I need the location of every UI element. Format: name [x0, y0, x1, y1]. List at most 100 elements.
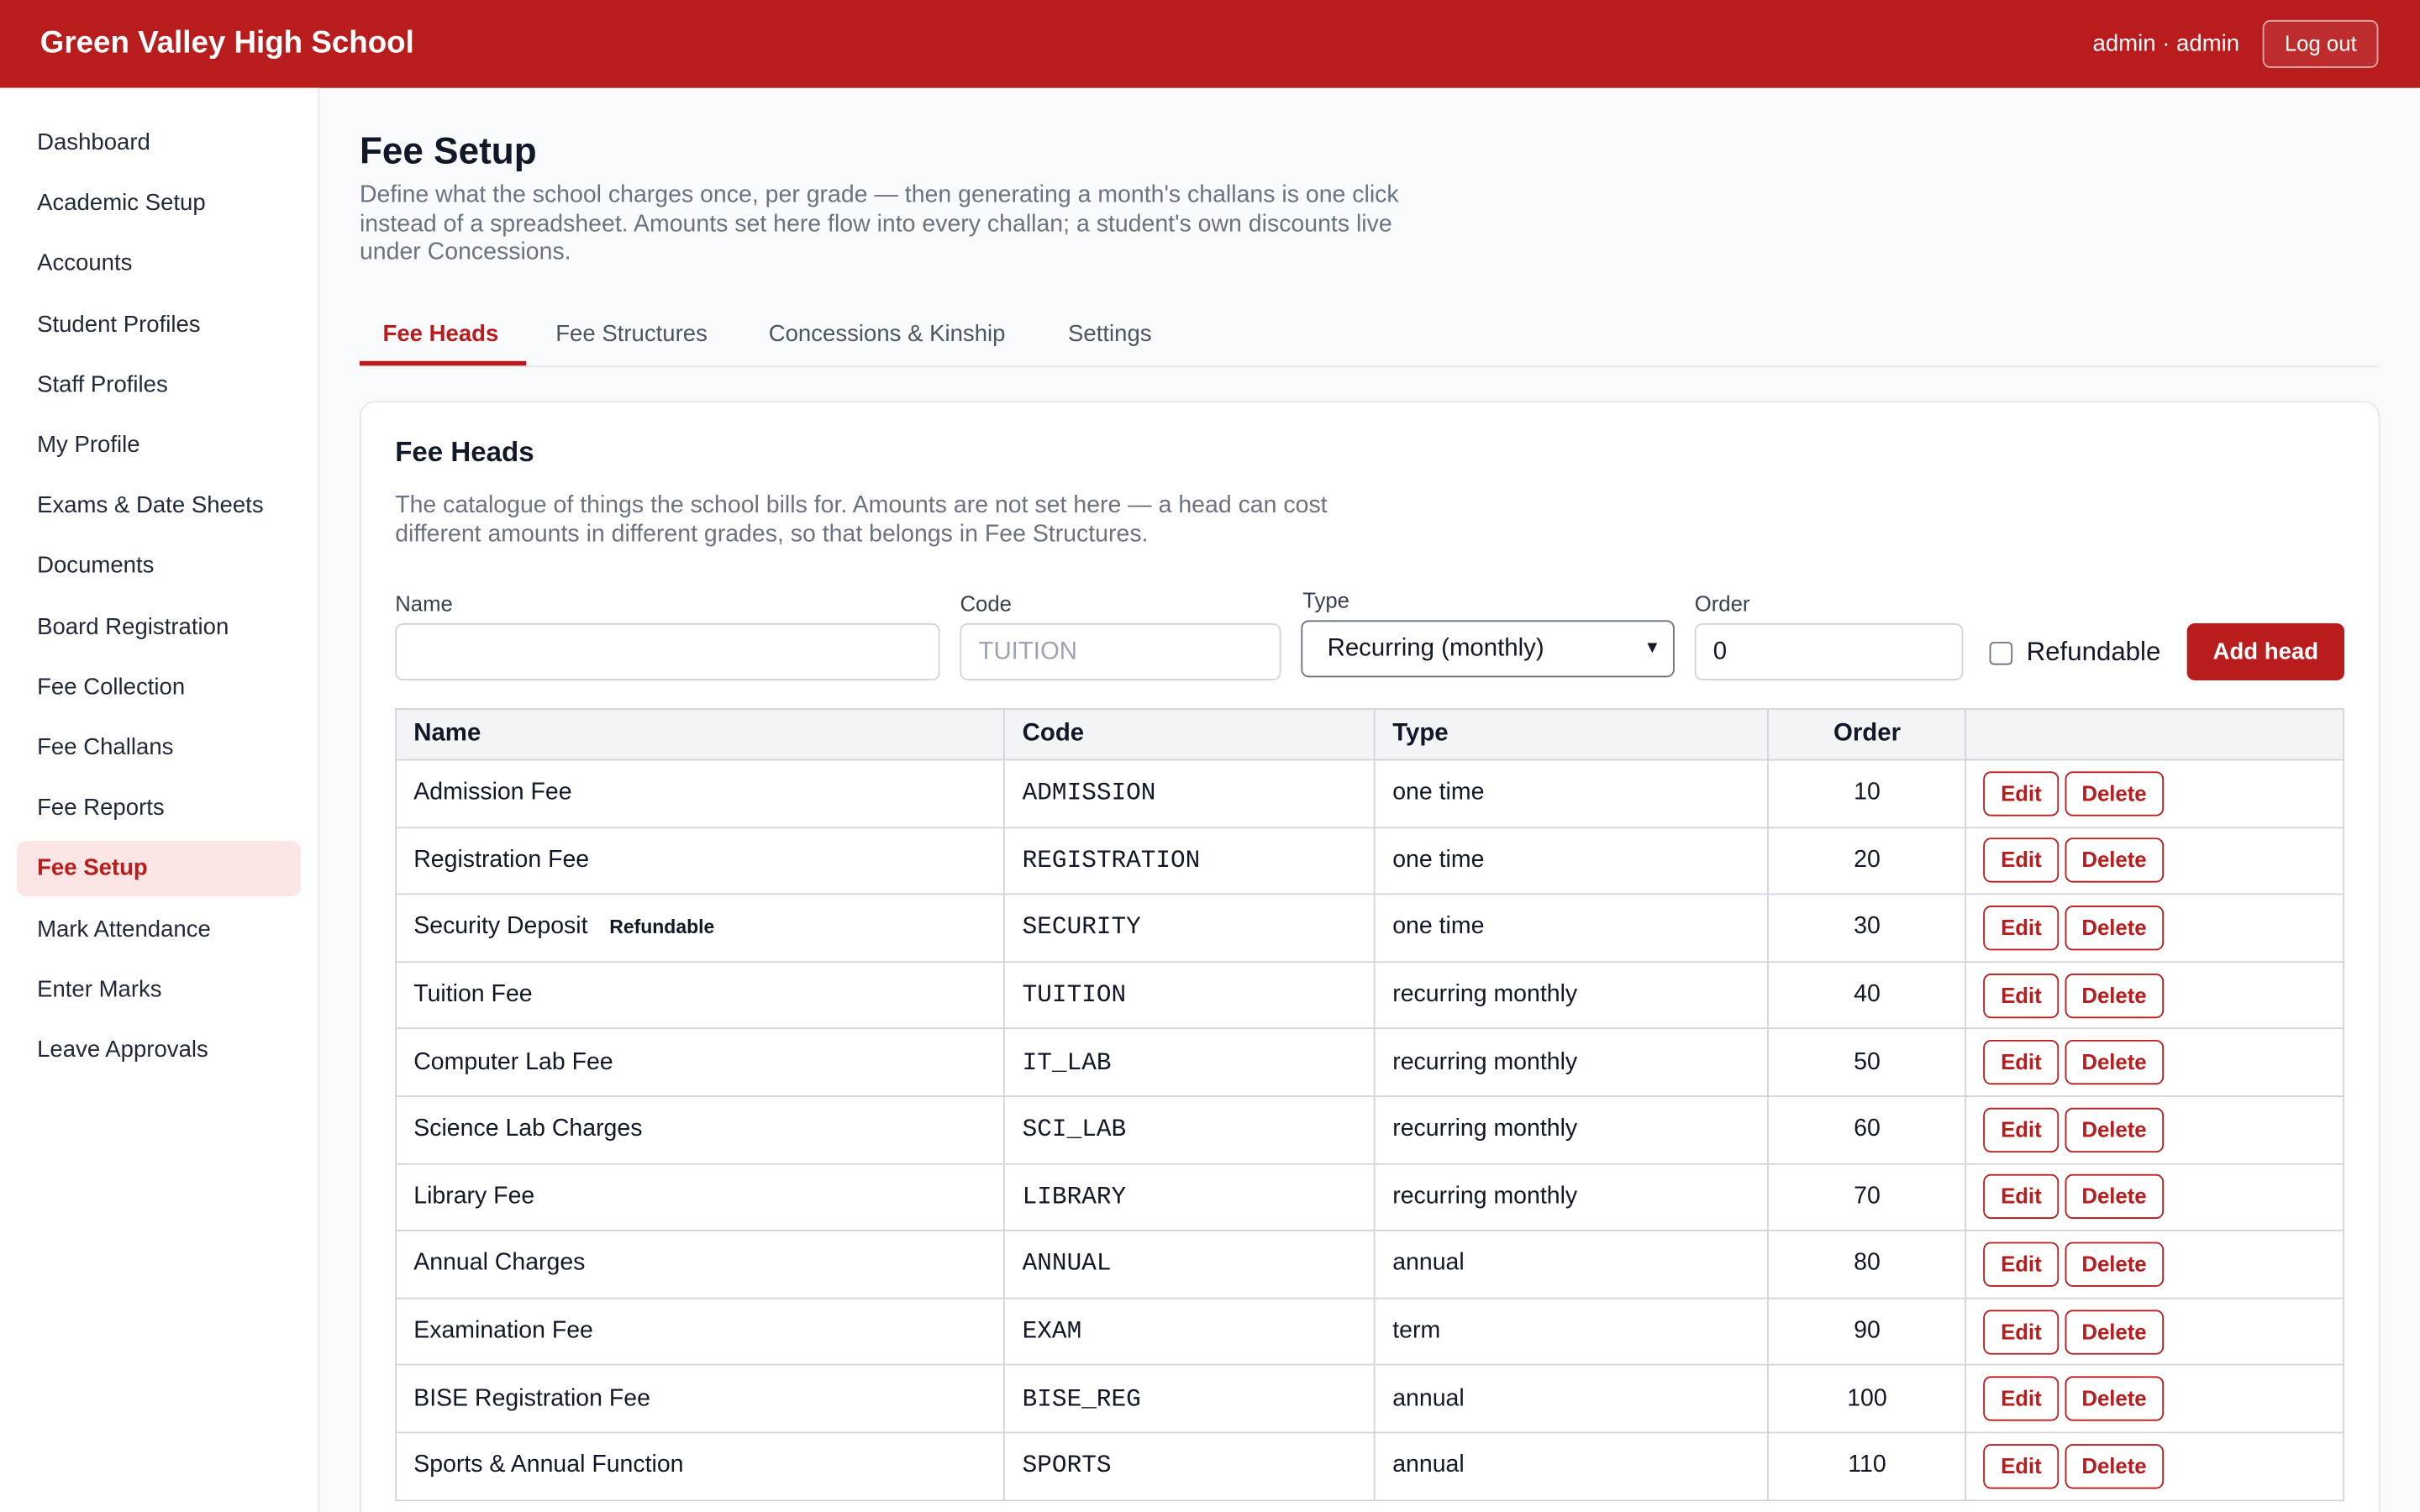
name-cell: Examination Fee [395, 1297, 1006, 1367]
actions-cell: Edit Delete [1965, 826, 2344, 895]
order-cell: 20 [1767, 826, 1967, 895]
tab[interactable]: Settings [1068, 321, 1152, 348]
fee-heads-card: Fee Heads The catalogue of things the sc… [359, 401, 2381, 1512]
nav-item[interactable]: Enter Marks [37, 976, 162, 1003]
nav-item[interactable]: Board Registration [37, 613, 229, 640]
top-bar: Green Valley High School admin · admin L… [0, 0, 2420, 88]
edit-button[interactable]: Edit [1983, 1174, 2059, 1220]
actions-cell: Edit Delete [1965, 1095, 2344, 1164]
code-cell: SCI_LAB [1003, 1095, 1376, 1164]
code-cell: SECURITY [1003, 893, 1376, 963]
header-row: Name Code Type Order [395, 708, 2344, 761]
type-select[interactable]: Recurring (monthly) ▼ [1301, 620, 1675, 678]
actions-cell: Edit Delete [1965, 893, 2344, 963]
nav-item[interactable]: Fee Collection [37, 674, 186, 701]
delete-button[interactable]: Delete [2065, 1174, 2164, 1220]
head-name: Annual Charges [413, 1250, 586, 1277]
nav-item[interactable]: Fee Challans [37, 734, 174, 761]
edit-button[interactable]: Edit [1983, 906, 2059, 951]
nav-item[interactable]: Fee Reports [37, 795, 165, 822]
head-name: Security Deposit [413, 914, 588, 941]
page-title: Fee Setup [359, 131, 537, 173]
head-name: Admission Fee [413, 780, 572, 806]
nav-item[interactable]: My Profile [37, 432, 140, 459]
nav-item[interactable]: Staff Profiles [37, 371, 168, 398]
code-cell: REGISTRATION [1003, 826, 1376, 895]
nav-item[interactable]: Leave Approvals [37, 1037, 208, 1063]
type-cell: annual [1374, 1364, 1770, 1434]
nav-item[interactable]: Student Profiles [37, 311, 201, 338]
name-label: Name [395, 591, 453, 616]
column-header [1965, 708, 2344, 761]
actions-cell: Edit Delete [1965, 1163, 2344, 1231]
delete-button[interactable]: Delete [2065, 973, 2164, 1018]
nav-item[interactable]: Documents [37, 553, 155, 580]
type-cell: recurring monthly [1374, 1095, 1770, 1164]
delete-button[interactable]: Delete [2065, 1242, 2164, 1287]
column-header: Type [1374, 708, 1770, 761]
code-cell: SPORTS [1003, 1431, 1376, 1501]
delete-button[interactable]: Delete [2065, 1376, 2164, 1421]
tab-indicator [359, 360, 527, 366]
tab[interactable]: Concessions & Kinship [768, 321, 1006, 348]
code-input[interactable]: TUITION [960, 623, 1281, 680]
edit-button[interactable]: Edit [1983, 770, 2059, 816]
nav-item[interactable]: Fee Setup [17, 841, 302, 897]
code-label: Code [960, 591, 1012, 616]
edit-button[interactable]: Edit [1983, 1443, 2059, 1488]
actions-cell: Edit Delete [1965, 1297, 2344, 1367]
edit-button[interactable]: Edit [1983, 838, 2059, 884]
delete-button[interactable]: Delete [2065, 1040, 2164, 1085]
code-cell: EXAM [1003, 1297, 1376, 1367]
table-row: Examination Fee EXAM term 90 Edit Delete [395, 1297, 2344, 1367]
edit-button[interactable]: Edit [1983, 1242, 2059, 1287]
nav-item[interactable]: Dashboard [37, 129, 150, 156]
chevron: ▼ [1644, 638, 1661, 658]
code-placeholder: TUITION [978, 638, 1078, 665]
nav-item[interactable]: Mark Attendance [37, 916, 211, 942]
refundable-checkbox[interactable] [1989, 642, 2013, 665]
order-cell: 30 [1767, 893, 1967, 963]
type-cell: recurring monthly [1374, 1163, 1770, 1231]
edit-button[interactable]: Edit [1983, 1376, 2059, 1421]
type-cell: one time [1374, 759, 1770, 828]
tab[interactable]: Fee Heads [382, 321, 499, 348]
nav-item[interactable]: Exams & Date Sheets [37, 492, 264, 519]
card-description: The catalogue of things the school bills… [395, 491, 1328, 548]
table-row: Security Deposit Refundable SECURITY one ti… [395, 893, 2344, 963]
order-input[interactable]: 0 [1694, 623, 1964, 680]
edit-button[interactable]: Edit [1983, 1107, 2059, 1152]
column-header: Code [1003, 708, 1376, 761]
order-value: 0 [1712, 638, 1728, 665]
name-input[interactable] [395, 623, 940, 680]
edit-button[interactable]: Edit [1983, 1309, 2059, 1354]
order-cell: 70 [1767, 1163, 1967, 1231]
order-cell: 60 [1767, 1095, 1967, 1164]
head-name: Science Lab Charges [413, 1116, 643, 1142]
head-name: BISE Registration Fee [413, 1384, 650, 1411]
delete-button[interactable]: Delete [2065, 1107, 2164, 1152]
actions-cell: Edit Delete [1965, 1431, 2344, 1501]
add-head-button[interactable]: Add head [2186, 623, 2344, 680]
head-name: Examination Fee [413, 1317, 593, 1344]
badge: Refundable [609, 916, 715, 939]
table-row: Tuition Fee TUITION recurring monthly 40 Edi… [395, 960, 2344, 1030]
table-row: Library Fee LIBRARY recurring monthly 70 Edi… [395, 1163, 2344, 1231]
table-row: BISE Registration Fee BISE_REG annual 100 Ed… [395, 1364, 2344, 1434]
type-value: Recurring (monthly) [1327, 635, 1544, 662]
edit-button[interactable]: Edit [1983, 973, 2059, 1018]
delete-button[interactable]: Delete [2065, 1443, 2164, 1488]
edit-button[interactable]: Edit [1983, 1040, 2059, 1085]
delete-button[interactable]: Delete [2065, 906, 2164, 951]
head-name: Library Fee [413, 1183, 535, 1210]
fee-heads-table: Name Code Type Order Admission Fee ADMISSION o… [395, 708, 2344, 1501]
code-cell: IT_LAB [1003, 1027, 1376, 1097]
delete-button[interactable]: Delete [2065, 1309, 2164, 1354]
delete-button[interactable]: Delete [2065, 838, 2164, 884]
logout-button[interactable]: Log out [2263, 19, 2379, 68]
nav-item[interactable]: Academic Setup [37, 190, 206, 217]
nav-item[interactable]: Accounts [37, 250, 133, 277]
tab[interactable]: Fee Structures [555, 321, 708, 348]
delete-button[interactable]: Delete [2065, 770, 2164, 816]
type-cell: one time [1374, 893, 1770, 963]
